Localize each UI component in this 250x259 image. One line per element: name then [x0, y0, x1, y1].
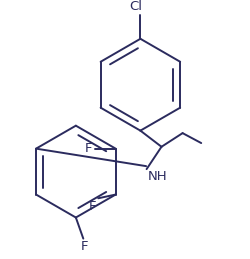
- Text: NH: NH: [147, 170, 167, 183]
- Text: Cl: Cl: [129, 0, 142, 13]
- Text: F: F: [85, 142, 92, 155]
- Text: F: F: [80, 240, 88, 253]
- Text: F: F: [88, 199, 96, 213]
